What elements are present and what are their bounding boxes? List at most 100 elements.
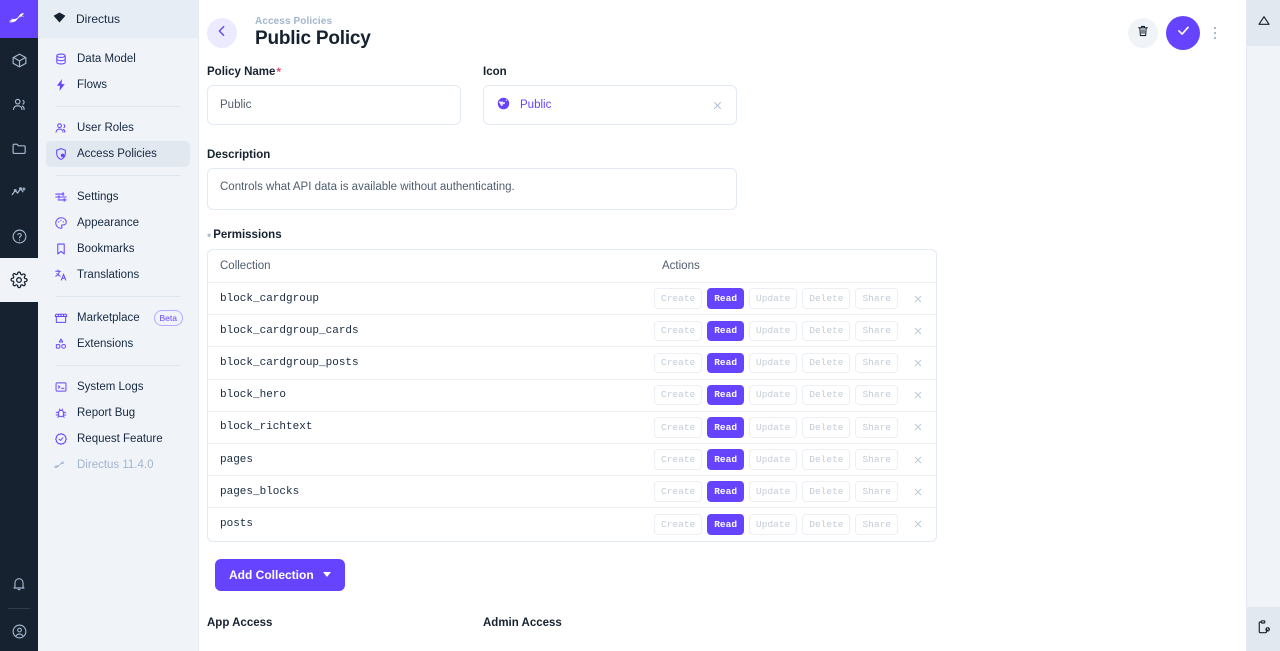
permission-pill-read[interactable]: Read [707,352,745,374]
permission-pill-create[interactable]: Create [654,514,703,535]
sidebar-item-access-policies[interactable]: Access Policies [46,141,190,167]
add-collection-button[interactable]: Add Collection [215,558,345,591]
delete-policy-button[interactable] [1128,18,1158,48]
policy-name-input[interactable]: Public [207,85,461,125]
permission-pill-delete[interactable]: Delete [802,449,851,470]
permission-pill-read[interactable]: Read [707,288,745,309]
rail-item-files[interactable] [0,126,38,170]
sidebar-title: Directus [76,12,121,26]
bug-icon [53,406,68,421]
sidebar-item-marketplace[interactable]: Marketplace Beta [46,305,190,331]
permission-pill-update[interactable]: Update [749,288,798,309]
remove-collection-button[interactable] [912,518,924,530]
sidebar-divider [56,175,180,176]
permission-pill-delete[interactable]: Delete [802,288,851,309]
description-textarea[interactable]: Controls what API data is available with… [207,168,737,210]
permission-pill-update[interactable]: Update [749,481,798,502]
remove-collection-button[interactable] [912,486,924,498]
sidebar-item-report-bug[interactable]: Report Bug [46,400,190,426]
rail-item-content[interactable] [0,38,38,82]
remove-collection-button[interactable] [912,421,924,433]
sidebar-item-extensions[interactable]: Extensions [46,331,190,357]
rail-item-users[interactable] [0,82,38,126]
check-badge-icon [53,432,68,447]
permission-pill-create[interactable]: Create [654,481,703,502]
clear-icon-button[interactable] [711,99,724,112]
permission-pill-read[interactable]: Read [707,320,745,342]
remove-collection-button[interactable] [912,357,924,369]
sidebar-item-flows[interactable]: Flows [46,72,190,98]
permissions-table-header: Collection Actions [208,250,936,283]
sidebar-item-request-feature[interactable]: Request Feature [46,426,190,452]
back-button[interactable] [207,18,237,48]
activity-log-button[interactable] [1246,607,1280,651]
rail-item-notifications[interactable] [0,562,38,606]
permission-pill-read[interactable]: Read [707,514,745,535]
remove-collection-button[interactable] [912,454,924,466]
sidebar-toggle-button[interactable] [1246,0,1280,46]
permission-pill-delete[interactable]: Delete [802,481,851,502]
permission-pill-delete[interactable]: Delete [802,320,851,342]
rail-item-account[interactable] [0,611,38,651]
save-policy-button[interactable] [1166,16,1200,50]
permission-pill-create[interactable]: Create [654,384,703,406]
permission-pill-delete[interactable]: Delete [802,417,851,438]
permission-pill-share[interactable]: Share [855,481,898,502]
sidebar-divider [56,365,180,366]
permission-pill-update[interactable]: Update [749,320,798,342]
permission-pill-create[interactable]: Create [654,449,703,470]
permission-pill-share[interactable]: Share [855,384,898,406]
rail-item-settings[interactable] [0,258,38,302]
sidebar-item-bookmarks[interactable]: Bookmarks [46,236,190,262]
permissions-rows: block_cardgroup Create Read Update Delete Sha… [208,283,936,541]
sidebar-item-system-logs[interactable]: System Logs [46,374,190,400]
permission-pill-create[interactable]: Create [654,320,703,342]
table-row: block_cardgroup Create Read Update Delete Sha… [208,283,936,316]
permission-pill-share[interactable]: Share [855,514,898,535]
more-options-button[interactable] [1206,18,1224,48]
form-row-name-icon: Policy Name * Public Icon [199,66,959,125]
permission-pill-update[interactable]: Update [749,449,798,470]
permission-pill-share[interactable]: Share [855,320,898,342]
sidebar-item-data-model[interactable]: Data Model [46,46,190,72]
description-field: Description Controls what API data is av… [207,149,737,210]
sidebar-item-appearance[interactable]: Appearance [46,210,190,236]
add-collection-label: Add Collection [229,567,314,582]
sidebar-item-translations[interactable]: Translations [46,262,190,288]
permission-pill-create[interactable]: Create [654,352,703,374]
remove-collection-button[interactable] [912,293,924,305]
actions-cell: Create Read Update Delete Share [654,288,924,309]
permission-pill-share[interactable]: Share [855,352,898,374]
permission-pill-update[interactable]: Update [749,352,798,374]
table-row: block_hero Create Read Update Delete Share [208,380,936,412]
permission-pill-update[interactable]: Update [749,417,798,438]
icon-select-input[interactable]: Public [483,85,737,125]
permission-pill-read[interactable]: Read [707,449,745,470]
sidebar-item-user-roles[interactable]: User Roles [46,115,190,141]
permission-pill-share[interactable]: Share [855,417,898,438]
permission-pill-create[interactable]: Create [654,417,703,438]
permission-pill-delete[interactable]: Delete [802,384,851,406]
sidebar-item-label: User Roles [77,122,134,134]
breadcrumb[interactable]: Access Policies [255,16,333,27]
permission-pill-create[interactable]: Create [654,288,703,309]
permission-pill-read[interactable]: Read [707,384,745,406]
permission-pill-update[interactable]: Update [749,514,798,535]
directus-logo-button[interactable] [0,0,38,38]
rail-item-docs[interactable] [0,214,38,258]
permission-pill-read[interactable]: Read [707,481,745,502]
permission-pill-delete[interactable]: Delete [802,352,851,374]
permission-pill-read[interactable]: Read [707,417,745,438]
permission-pill-share[interactable]: Share [855,449,898,470]
rail-item-insights[interactable] [0,170,38,214]
permission-pill-share[interactable]: Share [855,288,898,309]
collection-name: block_cardgroup [220,292,320,305]
remove-collection-button[interactable] [912,325,924,337]
permission-pill-delete[interactable]: Delete [802,514,851,535]
palette-icon [53,216,68,231]
sidebar-item-settings[interactable]: Settings [46,184,190,210]
page-title: Public Policy [255,28,371,49]
remove-collection-button[interactable] [912,389,924,401]
permission-pill-update[interactable]: Update [749,384,798,406]
